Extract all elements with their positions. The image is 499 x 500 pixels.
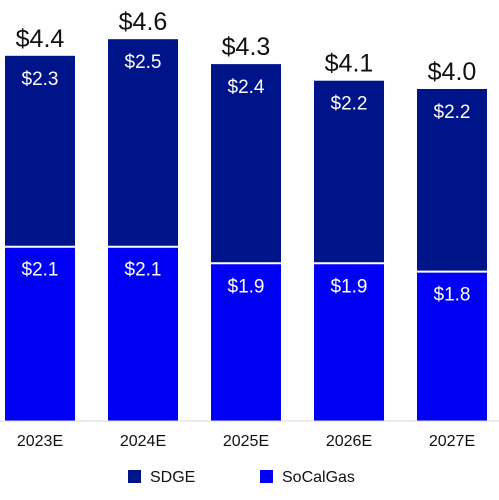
segment-labels-group: $2.3 $2.1 $2.5 $2.1 $2.4 $1.9 $2.2 $1.9 $2.2 $1.8 xyxy=(22,52,471,305)
bar-sdge-2026e xyxy=(314,80,384,264)
value-label-socalgas-2027e: $1.8 xyxy=(434,285,471,306)
x-tick-label-2024e: 2024E xyxy=(120,433,166,450)
value-label-socalgas-2023e: $2.1 xyxy=(22,260,59,281)
bar-sdge-2024e xyxy=(108,39,178,247)
total-label-2023e: $4.4 xyxy=(16,25,65,53)
value-label-sdge-2024e: $2.5 xyxy=(125,52,162,73)
total-label-2027e: $4.0 xyxy=(428,58,477,86)
bar-socalgas-2025e xyxy=(211,263,281,421)
legend-label-socalgas: SoCalGas xyxy=(282,469,355,486)
total-labels-group: $4.4 $4.6 $4.3 $4.1 $4.0 xyxy=(16,8,477,86)
legend: SDGE SoCalGas xyxy=(128,469,355,486)
bar-socalgas-2027e xyxy=(417,271,487,421)
value-label-sdge-2025e: $2.4 xyxy=(228,77,265,98)
value-label-sdge-2027e: $2.2 xyxy=(434,102,471,123)
bar-socalgas-2024e xyxy=(108,246,178,421)
bar-sdge-2027e xyxy=(417,89,487,272)
legend-swatch-sdge xyxy=(128,470,141,483)
total-label-2026e: $4.1 xyxy=(325,50,374,78)
bars-group xyxy=(5,39,487,421)
bar-socalgas-2023e xyxy=(5,246,75,421)
total-label-2025e: $4.3 xyxy=(222,33,271,61)
bar-sdge-2023e xyxy=(5,55,75,247)
x-tick-label-2023e: 2023E xyxy=(17,433,63,450)
bar-sdge-2025e xyxy=(211,64,281,264)
value-label-socalgas-2024e: $2.1 xyxy=(125,260,162,281)
value-label-sdge-2023e: $2.3 xyxy=(22,69,59,90)
value-label-sdge-2026e: $2.2 xyxy=(331,94,368,115)
legend-label-sdge: SDGE xyxy=(150,469,195,486)
total-label-2024e: $4.6 xyxy=(119,8,168,36)
legend-swatch-socalgas xyxy=(260,470,273,483)
x-tick-label-2025e: 2025E xyxy=(223,433,269,450)
x-tick-label-2026e: 2026E xyxy=(326,433,372,450)
x-tick-label-2027e: 2027E xyxy=(429,433,475,450)
x-tick-labels-group: 2023E 2024E 2025E 2026E 2027E xyxy=(17,433,475,450)
bar-socalgas-2026e xyxy=(314,263,384,421)
value-label-socalgas-2025e: $1.9 xyxy=(228,276,265,297)
value-label-socalgas-2026e: $1.9 xyxy=(331,276,368,297)
